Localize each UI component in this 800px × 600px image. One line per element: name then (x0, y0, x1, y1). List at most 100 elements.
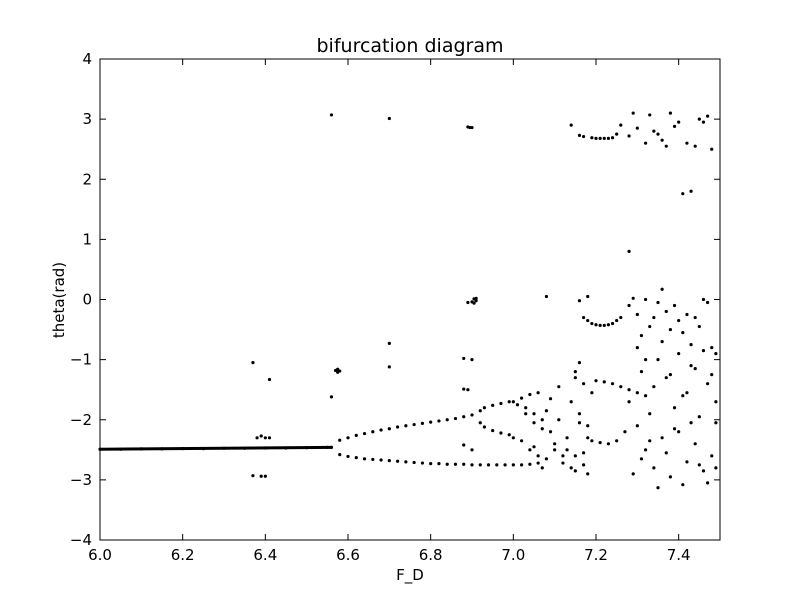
data-point (466, 388, 470, 392)
data-point (453, 462, 458, 466)
data-point (569, 466, 573, 470)
data-point (544, 294, 549, 299)
data-point (346, 454, 350, 459)
data-point (710, 373, 714, 377)
data-point (267, 436, 272, 440)
data-point (697, 463, 701, 467)
data-point (561, 454, 565, 458)
data-point (639, 370, 644, 374)
chart-title: bifurcation diagram (317, 35, 504, 57)
data-point (710, 454, 714, 458)
data-point (338, 438, 342, 442)
data-point (606, 323, 611, 327)
data-point (482, 425, 486, 429)
data-point (586, 318, 590, 323)
data-point (689, 189, 693, 193)
data-point (710, 147, 714, 151)
data-point (420, 461, 424, 465)
data-point (437, 419, 441, 423)
data-point (610, 321, 615, 326)
data-point (160, 447, 164, 451)
data-point (582, 451, 586, 455)
data-point (672, 406, 677, 410)
y-tick-label: −1 (70, 351, 92, 369)
data-point (644, 394, 648, 398)
data-point (701, 297, 706, 302)
data-point (387, 365, 391, 369)
x-axis-label: F_D (396, 566, 424, 585)
data-point (528, 462, 532, 466)
data-point (336, 367, 340, 371)
data-point (685, 391, 689, 395)
data-point (139, 447, 143, 451)
data-point (668, 373, 673, 377)
data-point (660, 138, 664, 142)
data-point (648, 324, 652, 329)
data-point (396, 459, 400, 463)
data-point (644, 297, 648, 302)
data-point (524, 406, 528, 410)
data-point (577, 421, 582, 425)
plot-frame (99, 58, 721, 541)
data-point (511, 436, 515, 440)
data-point (656, 486, 660, 490)
data-point (470, 413, 474, 417)
data-point (329, 395, 334, 399)
data-point (635, 312, 639, 317)
data-point (507, 433, 511, 437)
data-point (520, 396, 524, 400)
data-point (586, 472, 590, 476)
data-point (540, 418, 544, 422)
data-point (462, 443, 466, 447)
data-point (652, 315, 656, 320)
data-point (627, 400, 631, 404)
data-point (371, 430, 375, 434)
data-point (412, 422, 416, 427)
data-point (396, 425, 400, 429)
data-point (619, 385, 623, 389)
data-point (474, 299, 478, 303)
data-point (693, 315, 697, 320)
data-point (491, 428, 495, 433)
data-point (652, 466, 656, 470)
data-point (598, 440, 602, 445)
data-points (98, 111, 718, 490)
x-tick-label: 7.4 (667, 546, 691, 564)
data-point (672, 427, 677, 431)
data-point (548, 397, 553, 401)
data-point (515, 403, 520, 407)
data-point (532, 421, 536, 425)
data-point (577, 361, 582, 365)
data-point (714, 400, 718, 404)
data-point (623, 430, 627, 434)
data-point (672, 124, 677, 128)
data-point (685, 460, 689, 464)
data-point (536, 454, 540, 458)
data-point (528, 448, 532, 452)
data-point (387, 341, 391, 345)
data-point (627, 249, 631, 253)
data-point (520, 463, 524, 467)
data-point (544, 457, 549, 461)
data-point (648, 113, 652, 117)
data-point (255, 436, 259, 440)
data-point (474, 296, 478, 300)
y-tick-label: −4 (70, 531, 92, 549)
data-point (660, 287, 664, 291)
data-point (644, 358, 648, 362)
data-point (404, 460, 408, 464)
data-point (701, 120, 706, 124)
y-tick-label: 3 (82, 110, 92, 128)
data-point (610, 136, 615, 140)
data-point (685, 312, 689, 317)
data-point (536, 461, 540, 465)
data-point (470, 125, 474, 130)
data-point (685, 141, 689, 145)
data-point (387, 427, 391, 431)
data-point (540, 466, 544, 470)
data-point (462, 356, 466, 361)
data-point (499, 431, 503, 435)
data-point (677, 352, 681, 356)
data-point (259, 474, 263, 478)
data-point (536, 391, 540, 395)
